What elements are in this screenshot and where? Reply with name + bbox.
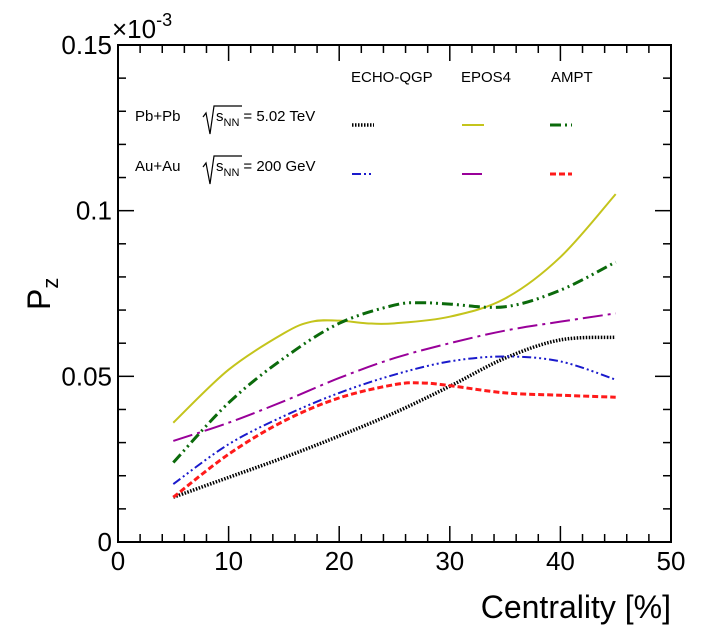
series-line-3 [172,355,617,485]
legend-energy-value: = 5.02 TeV [243,108,315,125]
legend-energy-sub: NN [224,117,240,129]
legend-energy-prefix: s [216,108,224,125]
x-tick-label: 50 [657,546,686,576]
legend-system-auau: Au+Au [135,158,180,175]
series-line-5 [172,381,616,499]
y-axis-ticks [118,44,671,543]
x-tick-label: 20 [325,546,354,576]
legend-system-pbpb: Pb+Pb [135,108,180,125]
series-group [172,193,617,499]
legend-energy-pbpb: sNN = 5.02 TeV [216,108,315,129]
x-tick-label: 30 [435,546,464,576]
legend-swatches [352,123,572,176]
legend-energy-prefix: s [216,158,224,175]
legend-energy-auau: sNN = 200 GeV [216,158,316,179]
legend-sqrt-sign-auau [202,155,242,185]
y-tick-label: 0.05 [61,361,112,391]
y-axis-title-subscript: z [38,278,63,289]
legend-energy-value: = 200 GeV [243,158,315,175]
legend: ECHO-QGP EPOS4 AMPT Pb+Pb sNN = 5.02 TeV … [135,69,593,185]
y-axis-title: Pz [21,278,63,310]
x-axis-title: Centrality [%] [481,589,671,625]
legend-energy-sub: NN [224,167,240,179]
x-tick-label: 10 [214,546,243,576]
y-axis-tick-labels: 0 0.05 0.1 0.15 [61,30,112,557]
x-tick-label: 0 [111,546,125,576]
y-axis-title-main: P [21,289,57,310]
y-tick-label: 0.1 [76,196,112,226]
y-tick-label: 0.15 [61,30,112,60]
legend-header-echo-qgp: ECHO-QGP [351,69,433,86]
y-tick-label: 0 [98,527,112,557]
x-axis-ticks [117,45,672,542]
legend-header-epos4: EPOS4 [461,69,511,86]
series-line-4 [172,312,616,442]
legend-header-ampt: AMPT [551,69,593,86]
x-axis-tick-labels: 0 10 20 30 40 50 [111,546,686,576]
y-multiplier-label: ×10-3 [112,10,172,44]
series-line-2 [172,260,617,464]
y-multiplier-exponent: -3 [156,10,172,30]
x-tick-label: 40 [546,546,575,576]
series-line-0 [172,335,616,499]
legend-sqrt-sign-pbpb [202,105,242,135]
y-multiplier-base: ×10 [112,14,156,44]
series-line-1 [172,193,617,424]
plot-frame [117,44,672,543]
